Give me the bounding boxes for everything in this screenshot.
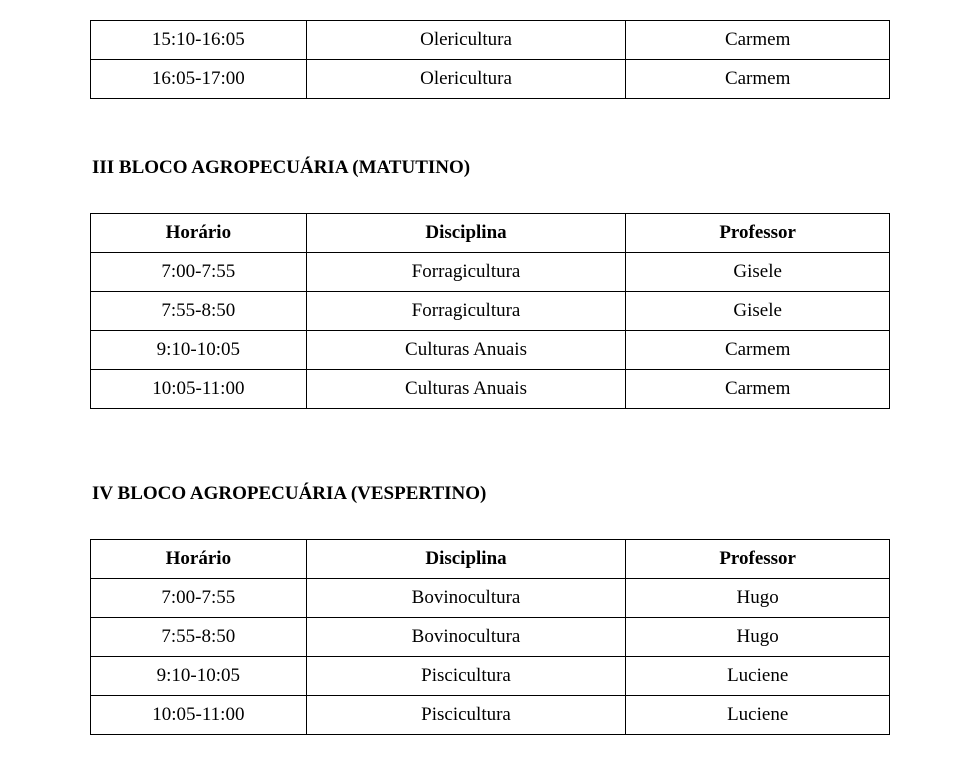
table-header-row: Horário Disciplina Professor bbox=[91, 214, 890, 253]
cell-discipline: Olericultura bbox=[306, 60, 626, 99]
top-table: 15:10-16:05 Olericultura Carmem 16:05-17… bbox=[90, 20, 890, 99]
section-iv-table-wrap: Horário Disciplina Professor 7:00-7:55 B… bbox=[90, 539, 890, 735]
cell-discipline: Culturas Anuais bbox=[306, 370, 626, 409]
table-row: 7:00-7:55 Bovinocultura Hugo bbox=[91, 579, 890, 618]
cell-time: 7:55-8:50 bbox=[91, 292, 307, 331]
header-discipline: Disciplina bbox=[306, 214, 626, 253]
cell-time: 7:00-7:55 bbox=[91, 253, 307, 292]
table-header-row: Horário Disciplina Professor bbox=[91, 540, 890, 579]
table-row: 7:00-7:55 Forragicultura Gisele bbox=[91, 253, 890, 292]
top-table-wrap: 15:10-16:05 Olericultura Carmem 16:05-17… bbox=[90, 20, 890, 99]
cell-discipline: Piscicultura bbox=[306, 696, 626, 735]
cell-time: 7:55-8:50 bbox=[91, 618, 307, 657]
header-time: Horário bbox=[91, 214, 307, 253]
page: 15:10-16:05 Olericultura Carmem 16:05-17… bbox=[0, 0, 960, 783]
cell-discipline: Piscicultura bbox=[306, 657, 626, 696]
cell-professor: Carmem bbox=[626, 370, 890, 409]
cell-professor: Carmem bbox=[626, 21, 890, 60]
cell-professor: Gisele bbox=[626, 292, 890, 331]
cell-discipline: Olericultura bbox=[306, 21, 626, 60]
header-discipline: Disciplina bbox=[306, 540, 626, 579]
table-row: 7:55-8:50 Forragicultura Gisele bbox=[91, 292, 890, 331]
cell-discipline: Bovinocultura bbox=[306, 618, 626, 657]
cell-professor: Luciene bbox=[626, 696, 890, 735]
cell-professor: Gisele bbox=[626, 253, 890, 292]
section-iv-heading: IV BLOCO AGROPECUÁRIA (VESPERTINO) bbox=[90, 483, 890, 505]
cell-discipline: Bovinocultura bbox=[306, 579, 626, 618]
cell-discipline: Forragicultura bbox=[306, 292, 626, 331]
cell-professor: Hugo bbox=[626, 618, 890, 657]
header-professor: Professor bbox=[626, 540, 890, 579]
table-row: 16:05-17:00 Olericultura Carmem bbox=[91, 60, 890, 99]
cell-professor: Hugo bbox=[626, 579, 890, 618]
header-time: Horário bbox=[91, 540, 307, 579]
cell-discipline: Forragicultura bbox=[306, 253, 626, 292]
cell-discipline: Culturas Anuais bbox=[306, 331, 626, 370]
section-iv-table: Horário Disciplina Professor 7:00-7:55 B… bbox=[90, 539, 890, 735]
cell-professor: Carmem bbox=[626, 331, 890, 370]
table-row: 9:10-10:05 Culturas Anuais Carmem bbox=[91, 331, 890, 370]
table-row: 10:05-11:00 Piscicultura Luciene bbox=[91, 696, 890, 735]
cell-professor: Carmem bbox=[626, 60, 890, 99]
header-professor: Professor bbox=[626, 214, 890, 253]
table-row: 10:05-11:00 Culturas Anuais Carmem bbox=[91, 370, 890, 409]
cell-time: 9:10-10:05 bbox=[91, 657, 307, 696]
cell-time: 10:05-11:00 bbox=[91, 696, 307, 735]
cell-time: 16:05-17:00 bbox=[91, 60, 307, 99]
cell-time: 15:10-16:05 bbox=[91, 21, 307, 60]
section-iii-heading: III BLOCO AGROPECUÁRIA (MATUTINO) bbox=[90, 157, 890, 179]
section-iii-table: Horário Disciplina Professor 7:00-7:55 F… bbox=[90, 213, 890, 409]
cell-time: 7:00-7:55 bbox=[91, 579, 307, 618]
cell-professor: Luciene bbox=[626, 657, 890, 696]
table-row: 15:10-16:05 Olericultura Carmem bbox=[91, 21, 890, 60]
cell-time: 9:10-10:05 bbox=[91, 331, 307, 370]
section-iii-table-wrap: Horário Disciplina Professor 7:00-7:55 F… bbox=[90, 213, 890, 409]
table-row: 9:10-10:05 Piscicultura Luciene bbox=[91, 657, 890, 696]
cell-time: 10:05-11:00 bbox=[91, 370, 307, 409]
table-row: 7:55-8:50 Bovinocultura Hugo bbox=[91, 618, 890, 657]
